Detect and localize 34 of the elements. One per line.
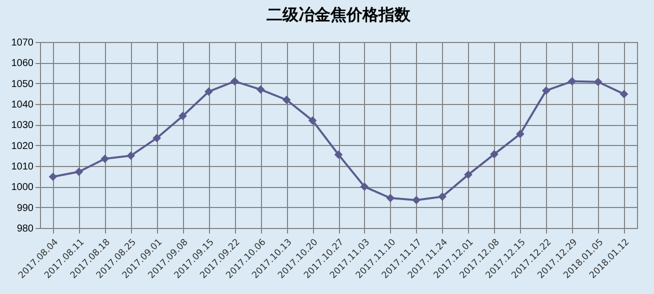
point	[360, 182, 369, 191]
y-tick-label: 980	[16, 224, 34, 234]
point	[542, 86, 550, 95]
point	[594, 78, 602, 86]
point	[204, 87, 213, 96]
point	[568, 77, 576, 86]
point	[516, 130, 524, 138]
y-tick-label: 1030	[11, 120, 34, 132]
y-tick-label: 1000	[11, 182, 34, 194]
point	[152, 134, 161, 142]
point	[256, 85, 265, 94]
point	[620, 90, 628, 98]
point	[48, 172, 58, 181]
point	[464, 170, 472, 179]
y-tick-label: 990	[16, 202, 34, 214]
point	[74, 168, 84, 176]
point	[282, 96, 291, 104]
point	[230, 77, 239, 86]
point	[412, 196, 421, 204]
point	[386, 194, 395, 202]
y-tick-label: 1050	[11, 78, 34, 90]
point	[334, 150, 343, 159]
point	[438, 192, 447, 201]
y-tick-label: 1010	[11, 162, 34, 172]
y-tick-label: 1060	[11, 58, 34, 70]
point	[178, 112, 187, 120]
y-tick-label: 1070	[11, 38, 34, 48]
point	[100, 154, 110, 163]
point	[126, 151, 136, 160]
point	[490, 150, 498, 158]
y-tick-label: 1040	[11, 100, 34, 110]
point	[308, 116, 317, 125]
y-tick-label: 1020	[11, 140, 34, 152]
chart-title: 二级冶金焦价格指数	[266, 5, 412, 24]
